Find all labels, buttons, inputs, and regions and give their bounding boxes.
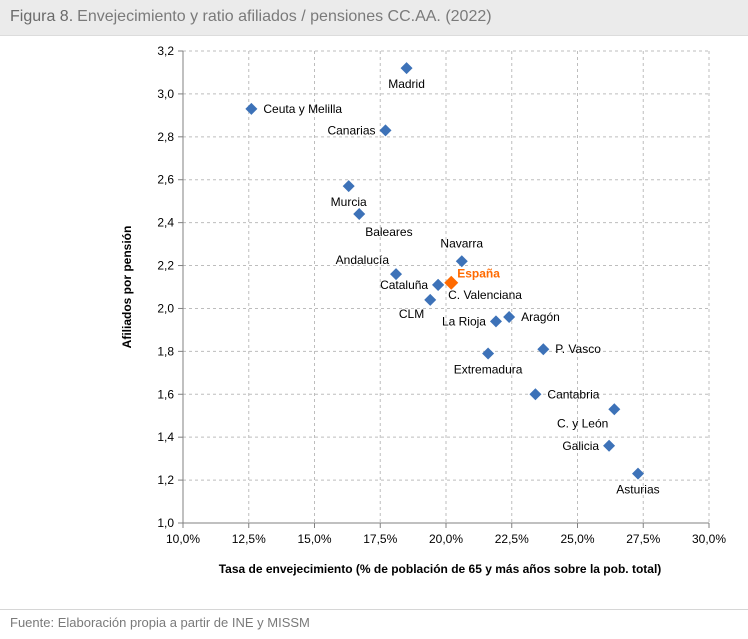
point-labels: Madrid Ceuta y Melilla Canarias Murcia Balea… — [263, 77, 659, 496]
y-tick-label: 1,0 — [157, 516, 174, 530]
marker-extremadura — [482, 347, 495, 360]
x-tick-label: 20,0% — [429, 532, 463, 546]
x-tick-label: 15,0% — [297, 532, 331, 546]
marker-murcia — [342, 180, 355, 193]
axes-layer — [178, 50, 710, 528]
y-tick-label: 3,0 — [157, 87, 174, 101]
label-c-valenciana: C. Valenciana — [448, 288, 522, 302]
x-tick-label: 22,5% — [495, 532, 529, 546]
marker-c-y-leon — [608, 403, 621, 416]
y-tick-label: 1,8 — [157, 344, 174, 358]
marker-andalucia — [390, 268, 403, 281]
label-c-y-leon: C. y León — [557, 416, 608, 430]
footer-divider — [0, 609, 748, 610]
label-extremadura: Extremadura — [454, 363, 523, 377]
scatter-chart: 10,0% 12,5% 15,0% 17,5% 20,0% 22,5% 25,0% 27,5%… — [120, 44, 726, 576]
x-tick-label: 27,5% — [626, 532, 660, 546]
marker-asturias — [631, 467, 644, 480]
marker-p-vasco — [537, 343, 550, 356]
label-p-vasco: P. Vasco — [555, 342, 601, 356]
y-tick-label: 2,8 — [157, 130, 174, 144]
x-tick-label: 25,0% — [560, 532, 594, 546]
y-tick-label: 2,6 — [157, 173, 174, 187]
label-asturias: Asturias — [616, 483, 659, 497]
label-madrid: Madrid — [388, 77, 425, 91]
y-axis-title: Afiliados por pensión — [120, 226, 134, 349]
y-tick-label: 1,6 — [157, 387, 174, 401]
marker-clm — [424, 293, 437, 306]
tick-labels: 10,0% 12,5% 15,0% 17,5% 20,0% 22,5% 25,0% 27,5%… — [157, 44, 726, 546]
label-ceuta-y-melilla: Ceuta y Melilla — [263, 102, 342, 116]
marker-baleares — [353, 208, 366, 221]
grid-layer — [183, 50, 710, 523]
y-tick-label: 2,4 — [157, 216, 174, 230]
x-tick-label: 30,0% — [692, 532, 726, 546]
label-andalucia: Andalucía — [336, 253, 390, 267]
x-axis-title: Tasa de envejecimiento (% de población d… — [219, 562, 662, 576]
label-murcia: Murcia — [331, 195, 367, 209]
y-tick-label: 1,2 — [157, 473, 174, 487]
marker-aragon — [503, 311, 516, 324]
x-tick-label: 12,5% — [232, 532, 266, 546]
marker-navarra — [455, 255, 468, 268]
marker-galicia — [603, 439, 616, 452]
figure-title: Envejecimiento y ratio afiliados / pensi… — [77, 8, 492, 25]
label-cantabria: Cantabria — [547, 387, 599, 401]
marker-cantabria — [529, 388, 542, 401]
figure-number: Figura 8. — [10, 8, 74, 25]
label-la-rioja: La Rioja — [442, 314, 486, 328]
marker-cataluna — [432, 278, 445, 291]
data-points — [245, 62, 644, 480]
label-baleares: Baleares — [365, 225, 412, 239]
label-aragon: Aragón — [521, 310, 560, 324]
label-canarias: Canarias — [327, 123, 375, 137]
source-note: Fuente: Elaboración propia a partir de I… — [10, 615, 310, 630]
label-clm: CLM — [399, 307, 424, 321]
x-tick-label: 17,5% — [363, 532, 397, 546]
y-tick-label: 2,2 — [157, 259, 174, 273]
y-tick-label: 1,4 — [157, 430, 174, 444]
label-espana: España — [457, 267, 500, 281]
label-navarra: Navarra — [440, 236, 483, 250]
label-galicia: Galicia — [562, 439, 599, 453]
marker-madrid — [400, 62, 413, 75]
x-tick-label: 10,0% — [166, 532, 200, 546]
marker-canarias — [379, 124, 392, 137]
figure-header: Figura 8. Envejecimiento y ratio afiliado… — [0, 0, 748, 36]
marker-ceuta-y-melilla — [245, 102, 258, 115]
label-cataluna: Cataluña — [380, 278, 428, 292]
y-tick-label: 2,0 — [157, 301, 174, 315]
marker-la-rioja — [489, 315, 502, 328]
y-tick-label: 3,2 — [157, 44, 174, 58]
marker-espana — [444, 275, 459, 290]
